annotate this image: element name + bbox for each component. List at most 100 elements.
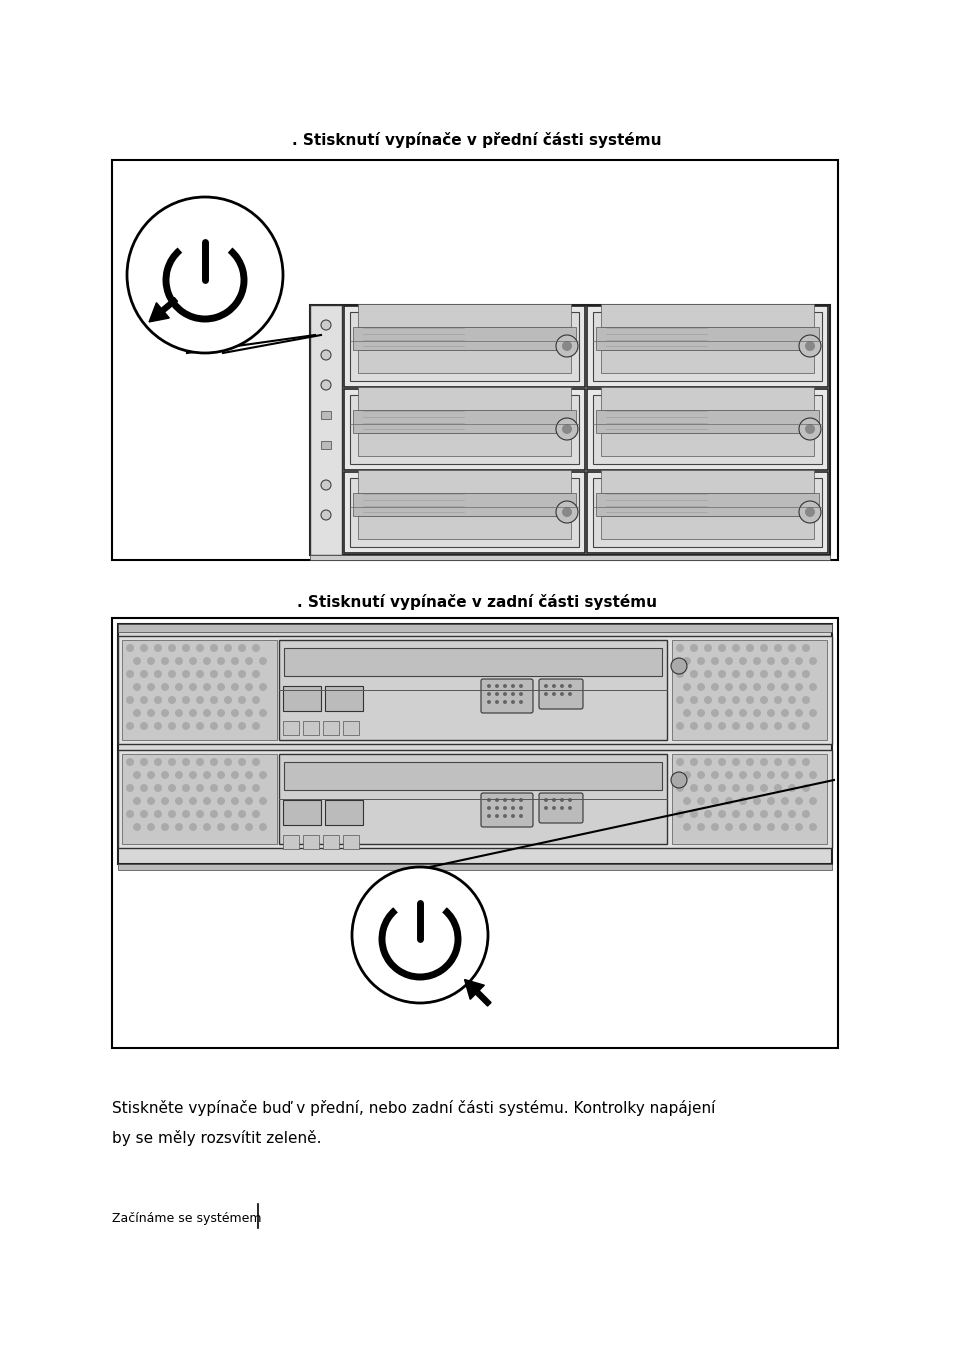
- Circle shape: [237, 784, 246, 792]
- Circle shape: [140, 758, 148, 766]
- Bar: [283, 835, 298, 849]
- Circle shape: [676, 758, 683, 766]
- Circle shape: [511, 692, 515, 696]
- Circle shape: [787, 670, 795, 678]
- Circle shape: [703, 784, 711, 792]
- Circle shape: [182, 722, 190, 730]
- Circle shape: [676, 810, 683, 818]
- Circle shape: [518, 798, 522, 802]
- Circle shape: [739, 682, 746, 691]
- Circle shape: [745, 696, 753, 704]
- Circle shape: [140, 645, 148, 653]
- Bar: [343, 720, 358, 735]
- Circle shape: [801, 670, 809, 678]
- Circle shape: [710, 709, 719, 718]
- Circle shape: [195, 810, 204, 818]
- Circle shape: [760, 696, 767, 704]
- Circle shape: [703, 758, 711, 766]
- Circle shape: [745, 784, 753, 792]
- Circle shape: [676, 696, 683, 704]
- Circle shape: [182, 758, 190, 766]
- Bar: [596, 410, 818, 433]
- Circle shape: [174, 657, 183, 665]
- Circle shape: [794, 657, 802, 665]
- Circle shape: [801, 722, 809, 730]
- Circle shape: [689, 645, 698, 653]
- Circle shape: [126, 645, 133, 653]
- Bar: [600, 470, 813, 493]
- Circle shape: [189, 798, 196, 806]
- Circle shape: [153, 722, 162, 730]
- Circle shape: [731, 758, 740, 766]
- Circle shape: [189, 823, 196, 831]
- Circle shape: [153, 645, 162, 653]
- Circle shape: [799, 418, 821, 440]
- Circle shape: [168, 696, 175, 704]
- Circle shape: [245, 657, 253, 665]
- Circle shape: [495, 814, 498, 818]
- Circle shape: [495, 700, 498, 704]
- Circle shape: [147, 709, 154, 718]
- Circle shape: [804, 424, 814, 435]
- Circle shape: [745, 810, 753, 818]
- Circle shape: [567, 806, 572, 810]
- Circle shape: [195, 696, 204, 704]
- Circle shape: [486, 692, 491, 696]
- Circle shape: [511, 814, 515, 818]
- Circle shape: [502, 798, 506, 802]
- Circle shape: [252, 722, 260, 730]
- Circle shape: [153, 758, 162, 766]
- Bar: [112, 617, 837, 1048]
- Circle shape: [153, 696, 162, 704]
- Circle shape: [320, 481, 331, 490]
- Text: Stiskněte vypínače buď v přední, nebo zadní části systému. Kontrolky napájení: Stiskněte vypínače buď v přední, nebo za…: [112, 1099, 715, 1116]
- Circle shape: [773, 722, 781, 730]
- Circle shape: [739, 657, 746, 665]
- Text: Začínáme se systémem: Začínáme se systémem: [112, 1212, 261, 1225]
- Circle shape: [237, 810, 246, 818]
- Circle shape: [132, 682, 141, 691]
- Circle shape: [766, 770, 774, 779]
- Circle shape: [518, 700, 522, 704]
- Circle shape: [132, 798, 141, 806]
- Circle shape: [495, 806, 498, 810]
- Circle shape: [745, 670, 753, 678]
- Circle shape: [195, 758, 204, 766]
- Circle shape: [231, 770, 239, 779]
- Circle shape: [559, 684, 563, 688]
- Circle shape: [182, 645, 190, 653]
- Circle shape: [147, 657, 154, 665]
- Circle shape: [718, 810, 725, 818]
- Circle shape: [126, 784, 133, 792]
- Circle shape: [126, 670, 133, 678]
- Circle shape: [486, 814, 491, 818]
- Circle shape: [182, 670, 190, 678]
- Circle shape: [518, 684, 522, 688]
- Circle shape: [495, 798, 498, 802]
- Circle shape: [731, 645, 740, 653]
- Circle shape: [174, 770, 183, 779]
- Circle shape: [766, 823, 774, 831]
- Circle shape: [132, 657, 141, 665]
- Circle shape: [794, 682, 802, 691]
- Circle shape: [739, 770, 746, 779]
- Bar: [344, 306, 584, 387]
- Bar: [118, 750, 831, 848]
- Bar: [350, 478, 578, 547]
- Circle shape: [739, 823, 746, 831]
- Circle shape: [801, 810, 809, 818]
- Circle shape: [502, 692, 506, 696]
- Circle shape: [511, 700, 515, 704]
- Circle shape: [731, 810, 740, 818]
- Circle shape: [252, 758, 260, 766]
- Circle shape: [703, 810, 711, 818]
- Circle shape: [511, 684, 515, 688]
- Circle shape: [773, 758, 781, 766]
- Circle shape: [752, 709, 760, 718]
- Circle shape: [224, 810, 232, 818]
- Circle shape: [195, 722, 204, 730]
- Circle shape: [140, 784, 148, 792]
- Bar: [118, 624, 831, 864]
- Circle shape: [140, 670, 148, 678]
- Bar: [278, 754, 666, 844]
